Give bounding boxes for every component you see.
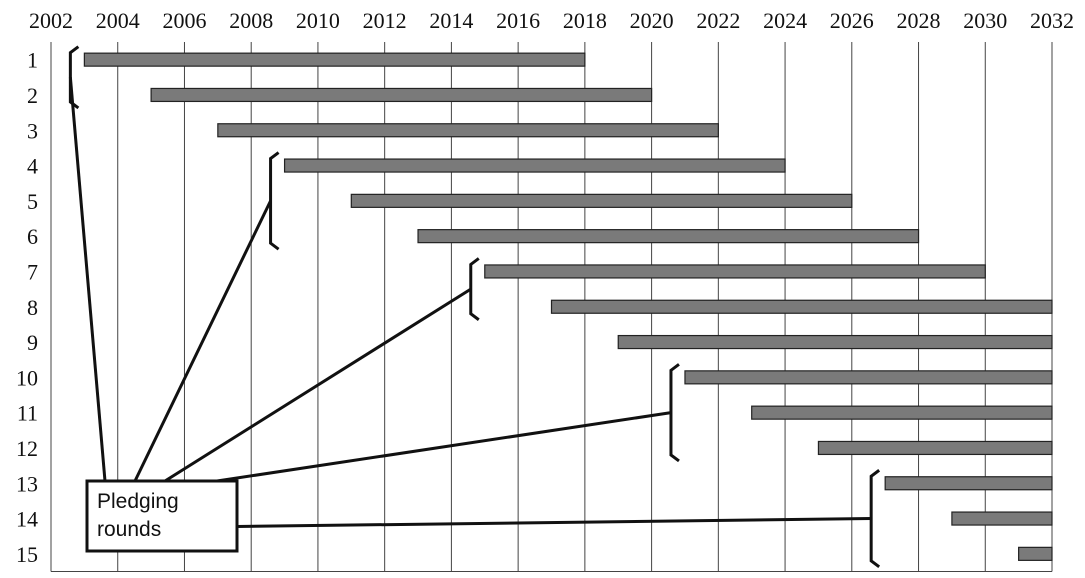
- bracket-4: [669, 363, 680, 463]
- bar-row-5: [350, 193, 853, 208]
- y-tick-label: 8: [27, 295, 38, 320]
- leader-line-5: [236, 517, 872, 528]
- x-tick-label: 2028: [897, 8, 941, 33]
- bar-row-3: [217, 123, 719, 138]
- y-tick-label: 13: [16, 471, 38, 496]
- y-tick-label: 4: [27, 154, 38, 179]
- y-tick-label: 11: [17, 401, 38, 426]
- bar-row-15: [1018, 546, 1053, 561]
- x-tick-label: 2026: [830, 8, 874, 33]
- x-tick-label: 2032: [1030, 8, 1074, 33]
- x-tick-label: 2016: [496, 8, 540, 33]
- x-tick-label: 2010: [296, 8, 340, 33]
- y-tick-label: 15: [16, 542, 38, 567]
- bars: [83, 52, 1053, 561]
- bar-row-12: [817, 440, 1053, 456]
- x-tick-label: 2014: [429, 8, 473, 33]
- x-tick-label: 2018: [563, 8, 607, 33]
- bar-row-7: [484, 264, 986, 279]
- x-tick-label: 2022: [696, 8, 740, 33]
- y-tick-label: 9: [27, 330, 38, 355]
- callout-label-line: Pledging: [97, 490, 179, 513]
- leader-line-3: [164, 287, 472, 483]
- bar-row-11: [751, 405, 1053, 420]
- x-tick-label: 2006: [162, 8, 206, 33]
- leader-line-1: [68, 77, 107, 482]
- bar-row-9: [617, 334, 1053, 350]
- y-tick-label: 12: [16, 436, 38, 461]
- x-tick-label: 2004: [96, 8, 140, 33]
- y-tick-label: 5: [27, 189, 38, 214]
- bar-row-2: [150, 87, 653, 103]
- y-tick-label: 3: [27, 118, 38, 143]
- y-tick-label: 10: [16, 365, 38, 390]
- bar-row-4: [283, 158, 786, 173]
- x-axis-ticks: 2002 2004 2006 2008 2010 2012 2014 2016 2018 2020…: [29, 8, 1074, 33]
- callout-label-line: rounds: [97, 518, 161, 541]
- x-tick-label: 2020: [630, 8, 674, 33]
- y-tick-label: 6: [27, 224, 38, 249]
- x-tick-label: 2030: [963, 8, 1007, 33]
- x-tick-label: 2024: [763, 8, 807, 33]
- leader-line-4: [216, 411, 672, 483]
- x-tick-label: 2008: [229, 8, 273, 33]
- bracket-2: [269, 151, 280, 251]
- bracket-5: [869, 469, 881, 569]
- bar-row-13: [884, 476, 1053, 491]
- y-tick-label: 7: [27, 259, 38, 284]
- bar-row-1: [83, 52, 586, 67]
- x-tick-label: 2012: [363, 8, 407, 33]
- y-tick-label: 2: [27, 83, 38, 108]
- callout-box: [85, 479, 239, 553]
- leader-line-2: [133, 200, 272, 482]
- pledging-rounds-annotation: Pledging rounds: [68, 45, 881, 569]
- y-tick-label: 14: [16, 507, 38, 532]
- x-tick-label: 2002: [29, 8, 73, 33]
- bar-row-8: [550, 299, 1053, 314]
- bracket-3: [469, 257, 480, 321]
- bar-row-10: [684, 370, 1053, 385]
- y-tick-label: 1: [27, 48, 38, 73]
- bar-row-14: [951, 511, 1053, 526]
- bar-row-6: [417, 229, 920, 244]
